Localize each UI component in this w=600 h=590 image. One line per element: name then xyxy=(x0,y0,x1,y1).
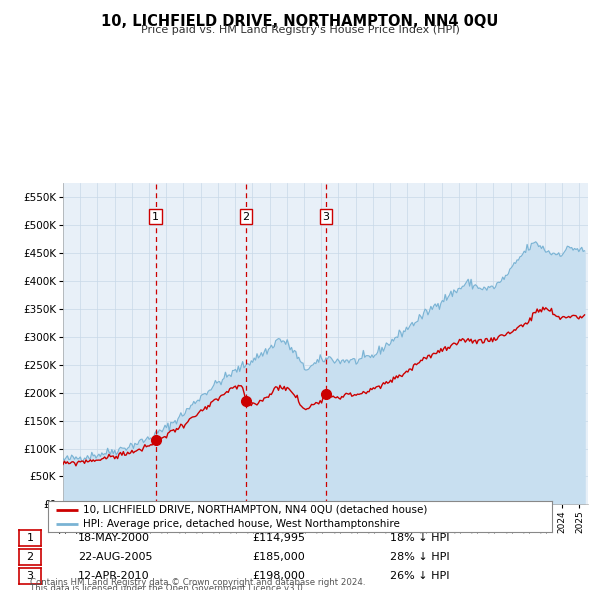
Text: 28% ↓ HPI: 28% ↓ HPI xyxy=(390,552,449,562)
Text: 10, LICHFIELD DRIVE, NORTHAMPTON, NN4 0QU (detached house): 10, LICHFIELD DRIVE, NORTHAMPTON, NN4 0Q… xyxy=(83,505,428,515)
Text: This data is licensed under the Open Government Licence v3.0.: This data is licensed under the Open Gov… xyxy=(30,584,305,590)
Text: £114,995: £114,995 xyxy=(252,533,305,543)
Text: 18% ↓ HPI: 18% ↓ HPI xyxy=(390,533,449,543)
Text: 2: 2 xyxy=(26,552,34,562)
Text: 3: 3 xyxy=(323,212,329,222)
Text: 10, LICHFIELD DRIVE, NORTHAMPTON, NN4 0QU: 10, LICHFIELD DRIVE, NORTHAMPTON, NN4 0Q… xyxy=(101,14,499,29)
Text: £198,000: £198,000 xyxy=(252,571,305,581)
Text: HPI: Average price, detached house, West Northamptonshire: HPI: Average price, detached house, West… xyxy=(83,519,400,529)
Text: 26% ↓ HPI: 26% ↓ HPI xyxy=(390,571,449,581)
Text: Contains HM Land Registry data © Crown copyright and database right 2024.: Contains HM Land Registry data © Crown c… xyxy=(30,578,365,587)
Text: 1: 1 xyxy=(152,212,159,222)
Text: 12-APR-2010: 12-APR-2010 xyxy=(78,571,149,581)
Text: 3: 3 xyxy=(26,571,34,581)
Text: Price paid vs. HM Land Registry's House Price Index (HPI): Price paid vs. HM Land Registry's House … xyxy=(140,25,460,35)
Text: 2: 2 xyxy=(242,212,250,222)
Text: £185,000: £185,000 xyxy=(252,552,305,562)
Text: 1: 1 xyxy=(26,533,34,543)
Text: 22-AUG-2005: 22-AUG-2005 xyxy=(78,552,152,562)
Text: 18-MAY-2000: 18-MAY-2000 xyxy=(78,533,150,543)
